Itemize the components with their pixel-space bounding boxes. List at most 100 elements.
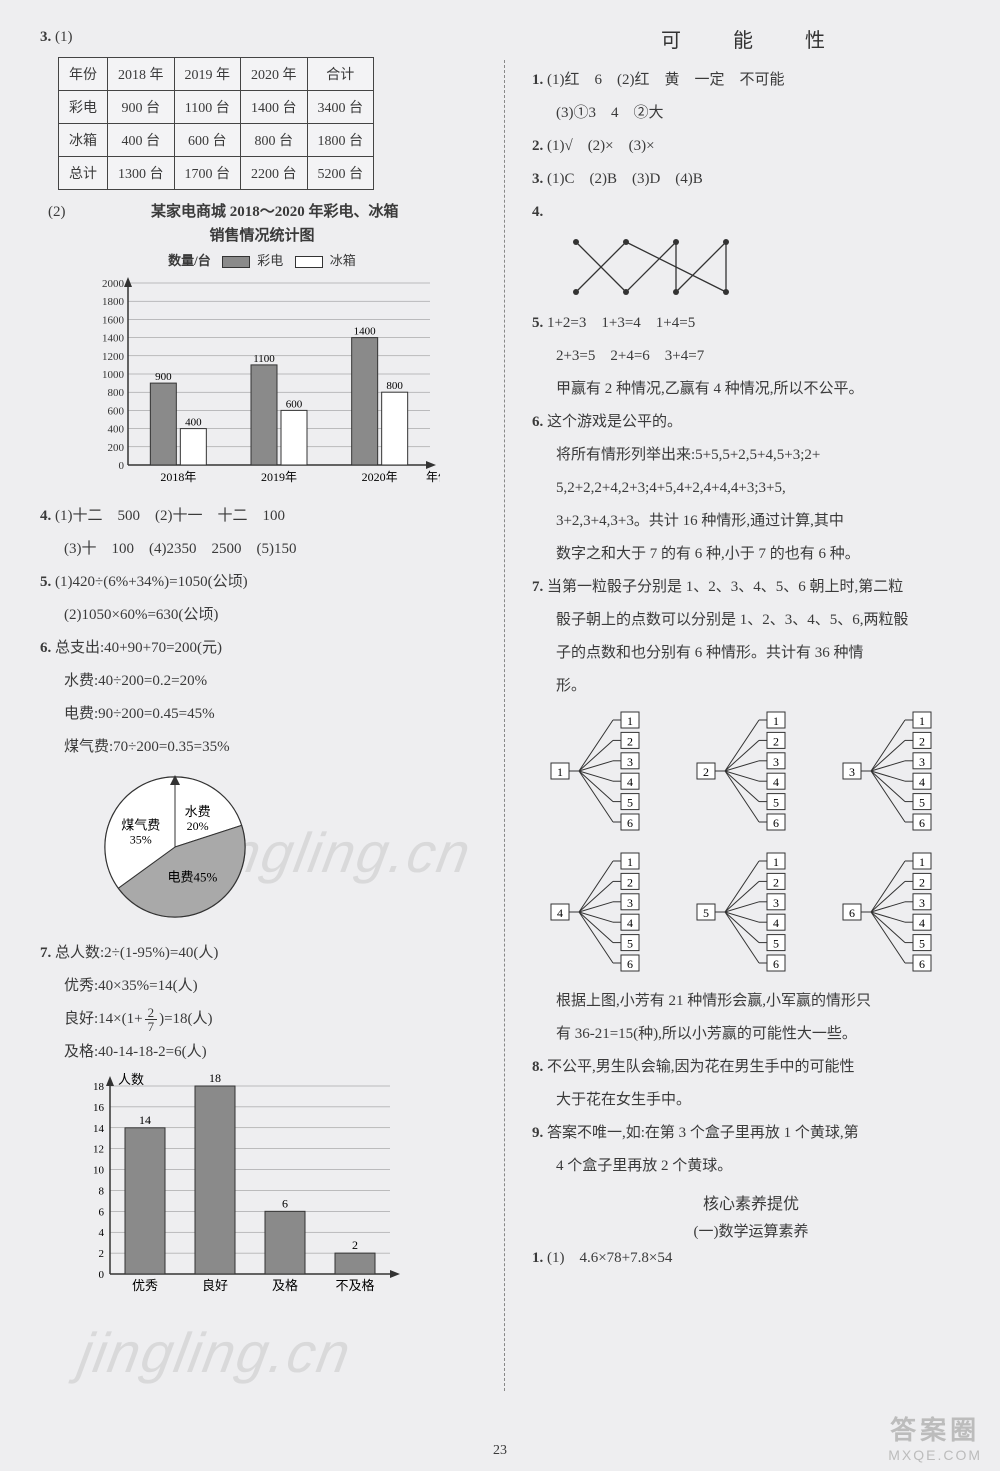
th: 2019 年: [174, 58, 241, 91]
footer-sub: (一)数学运算素养: [532, 1220, 970, 1241]
svg-text:2018年: 2018年: [160, 470, 196, 484]
r-q2: 2. (1)√ (2)× (3)×: [532, 133, 970, 160]
r-q1: 1. (1)红 6 (2)红 黄 一定 不可能: [532, 67, 970, 94]
match-diagram: [556, 232, 746, 302]
th: 年份: [59, 58, 108, 91]
r-q8: 8. 不公平,男生队会输,因为花在男生手中的可能性: [532, 1054, 970, 1081]
svg-text:1: 1: [919, 714, 925, 728]
r-q3: 3. (1)C (2)B (3)D (4)B: [532, 166, 970, 193]
svg-text:400: 400: [108, 424, 125, 436]
svg-text:800: 800: [386, 380, 403, 392]
q3-sub1: (1): [55, 29, 73, 45]
fraction: 27: [145, 1006, 158, 1033]
svg-text:2020年: 2020年: [362, 470, 398, 484]
svg-text:2: 2: [627, 875, 633, 889]
legend-swatch-tv: [222, 256, 250, 268]
svg-text:4: 4: [773, 916, 779, 930]
r-q4: 4.: [532, 199, 970, 226]
svg-text:6: 6: [849, 906, 855, 920]
right-column: 可 能 性 1. (1)红 6 (2)红 黄 一定 不可能 (3)①3 4 ②大…: [514, 20, 970, 1431]
legend-swatch-fridge: [295, 256, 323, 268]
svg-text:900: 900: [155, 371, 172, 383]
svg-text:1400: 1400: [354, 326, 377, 338]
svg-text:2: 2: [919, 875, 925, 889]
svg-text:8: 8: [99, 1186, 105, 1198]
svg-text:800: 800: [108, 387, 125, 399]
pie-chart: 水费20%电费45%煤气费35%: [90, 767, 484, 932]
chart2: 024681012141618人数14优秀18良好6及格2不及格: [70, 1072, 484, 1302]
svg-text:2: 2: [352, 1238, 358, 1252]
svg-text:6: 6: [282, 1196, 288, 1210]
svg-text:1400: 1400: [102, 333, 125, 345]
svg-text:5: 5: [919, 796, 925, 810]
svg-text:18: 18: [209, 1072, 221, 1085]
svg-text:水费: 水费: [185, 804, 211, 819]
svg-text:3: 3: [919, 896, 925, 910]
chart2-svg: 024681012141618人数14优秀18良好6及格2不及格: [70, 1072, 400, 1302]
r-q6: 6. 这个游戏是公平的。: [532, 409, 970, 436]
svg-text:3: 3: [773, 896, 779, 910]
svg-text:年份: 年份: [426, 470, 440, 484]
svg-text:煤气费: 煤气费: [121, 818, 160, 833]
svg-text:5: 5: [703, 906, 709, 920]
svg-text:14: 14: [139, 1113, 151, 1127]
svg-text:16: 16: [93, 1102, 105, 1114]
chart1-title: (2) 某家电商城 2018～2020 年彩电、冰箱 销售情况统计图: [40, 200, 484, 248]
q7-line3: 良好:14×(1+27)=18(人): [40, 1006, 484, 1033]
svg-text:1200: 1200: [102, 351, 125, 363]
svg-text:6: 6: [99, 1206, 105, 1218]
svg-text:14: 14: [93, 1123, 105, 1135]
svg-text:1: 1: [627, 714, 633, 728]
th: 合计: [307, 58, 374, 91]
svg-text:2: 2: [919, 734, 925, 748]
chart1-legend: 数量/台 彩电 冰箱: [40, 250, 484, 269]
svg-text:2000: 2000: [102, 278, 125, 290]
svg-text:12: 12: [93, 1144, 104, 1156]
svg-text:电费45%: 电费45%: [168, 869, 218, 884]
footer-q1: 1. (1) 4.6×78+7.8×54: [532, 1245, 970, 1272]
svg-text:4: 4: [557, 906, 563, 920]
svg-text:1: 1: [919, 855, 925, 869]
table-row: 彩电 900 台 1100 台 1400 台 3400 台: [59, 91, 374, 124]
column-divider: [504, 60, 506, 1391]
svg-text:600: 600: [286, 398, 303, 410]
svg-text:优秀: 优秀: [132, 1278, 158, 1293]
q6: 6. 总支出:40+90+70=200(元): [40, 635, 484, 662]
left-column: 3. (1) 年份 2018 年 2019 年 2020 年 合计 彩电 900…: [40, 20, 496, 1431]
svg-text:1000: 1000: [102, 369, 125, 381]
data-table: 年份 2018 年 2019 年 2020 年 合计 彩电 900 台 1100…: [58, 57, 374, 190]
svg-text:4: 4: [627, 775, 633, 789]
svg-text:4: 4: [919, 916, 925, 930]
svg-text:4: 4: [99, 1227, 105, 1239]
table-row: 总计 1300 台 1700 台 2200 台 5200 台: [59, 157, 374, 190]
pie-svg: 水费20%电费45%煤气费35%: [90, 767, 260, 927]
q7: 7. 总人数:2÷(1-95%)=40(人): [40, 940, 484, 967]
table-row: 年份 2018 年 2019 年 2020 年 合计: [59, 58, 374, 91]
svg-text:5: 5: [627, 796, 633, 810]
svg-text:5: 5: [919, 937, 925, 951]
svg-text:2: 2: [99, 1248, 105, 1260]
svg-text:2: 2: [773, 875, 779, 889]
svg-text:6: 6: [627, 957, 633, 971]
q4-line2: (3)十 100 (4)2350 2500 (5)150: [40, 536, 484, 563]
svg-text:35%: 35%: [130, 833, 152, 847]
svg-text:600: 600: [108, 405, 125, 417]
q5: 5. (1)420÷(6%+34%)=1050(公顷): [40, 569, 484, 596]
svg-text:3: 3: [849, 765, 855, 779]
chart1: 0200400600800100012001400160018002000900…: [80, 273, 484, 493]
th: 2018 年: [108, 58, 175, 91]
section-title: 可 能 性: [532, 24, 970, 53]
svg-text:5: 5: [627, 937, 633, 951]
svg-text:3: 3: [627, 755, 633, 769]
corner-badge: 答案圈 MXQE.COM: [888, 1410, 982, 1463]
svg-text:1600: 1600: [102, 314, 125, 326]
svg-text:4: 4: [919, 775, 925, 789]
svg-text:4: 4: [773, 775, 779, 789]
svg-text:0: 0: [99, 1269, 105, 1281]
svg-text:及格: 及格: [272, 1278, 298, 1293]
tree-row-1: 112345621234563123456: [532, 706, 970, 841]
svg-text:6: 6: [773, 816, 779, 830]
r-q5: 5. 1+2=3 1+3=4 1+4=5: [532, 310, 970, 337]
svg-text:400: 400: [185, 417, 202, 429]
chart1-svg: 0200400600800100012001400160018002000900…: [80, 273, 440, 493]
